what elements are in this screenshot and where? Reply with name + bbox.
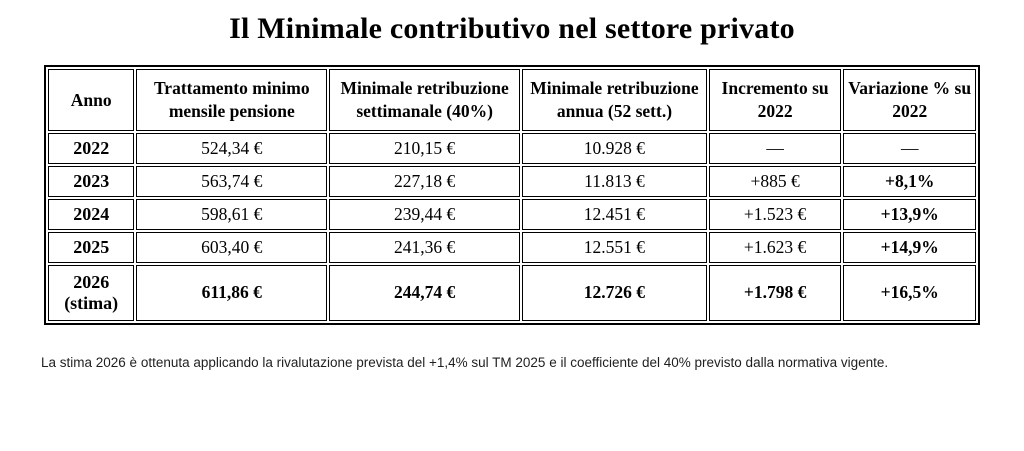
annua-cell: 12.551 € [522, 232, 707, 264]
incremento-cell: +1.623 € [708, 232, 842, 264]
variazione-cell: +14,9% [843, 232, 976, 264]
incremento-cell: — [708, 133, 842, 165]
settimanale-cell: 227,18 € [329, 166, 521, 198]
document-page: Il Minimale contributivo nel settore pri… [0, 12, 1024, 451]
header-row: Anno Trattamento minimo mensile pensione… [48, 69, 976, 132]
variazione-cell: +13,9% [843, 199, 976, 231]
table-row-2023: 2023 563,74 € 227,18 € 11.813 € +885 € +… [48, 166, 976, 198]
year-cell: 2022 [48, 133, 135, 165]
trattamento-cell: 563,74 € [136, 166, 328, 198]
year-cell: 2025 [48, 232, 135, 264]
annua-cell: 12.451 € [522, 199, 707, 231]
incremento-cell: +1.523 € [708, 199, 842, 231]
column-header-retribuzione-annua: Minimale retribuzione annua (52 sett.) [522, 69, 707, 132]
variazione-cell: +16,5% [843, 265, 976, 321]
trattamento-cell: 611,86 € [136, 265, 328, 321]
column-header-incremento: Incremento su 2022 [708, 69, 842, 132]
settimanale-cell: 210,15 € [329, 133, 521, 165]
minimale-contributivo-table: Anno Trattamento minimo mensile pensione… [44, 65, 980, 325]
trattamento-cell: 603,40 € [136, 232, 328, 264]
table-row-2026-stima: 2026 (stima) 611,86 € 244,74 € 12.726 € … [48, 265, 976, 321]
incremento-cell: +885 € [708, 166, 842, 198]
year-cell: 2024 [48, 199, 135, 231]
column-header-retribuzione-settimanale: Minimale retribuzione settimanale (40%) [329, 69, 521, 132]
variazione-cell: — [843, 133, 976, 165]
settimanale-cell: 241,36 € [329, 232, 521, 264]
annua-cell: 11.813 € [522, 166, 707, 198]
annua-cell: 12.726 € [522, 265, 707, 321]
footnote: La stima 2026 è ottenuta applicando la r… [41, 354, 889, 370]
page-title: Il Minimale contributivo nel settore pri… [229, 12, 795, 45]
table-row-2025: 2025 603,40 € 241,36 € 12.551 € +1.623 €… [48, 232, 976, 264]
column-header-anno: Anno [48, 69, 135, 132]
table-row-2022: 2022 524,34 € 210,15 € 10.928 € — — [48, 133, 976, 165]
trattamento-cell: 524,34 € [136, 133, 328, 165]
annua-cell: 10.928 € [522, 133, 707, 165]
table-body: 2022 524,34 € 210,15 € 10.928 € — — 2023… [48, 133, 976, 321]
variazione-cell: +8,1% [843, 166, 976, 198]
year-cell: 2026 (stima) [48, 265, 135, 321]
table-header: Anno Trattamento minimo mensile pensione… [48, 69, 976, 132]
trattamento-cell: 598,61 € [136, 199, 328, 231]
incremento-cell: +1.798 € [708, 265, 842, 321]
settimanale-cell: 244,74 € [329, 265, 521, 321]
settimanale-cell: 239,44 € [329, 199, 521, 231]
column-header-variazione: Variazione % su 2022 [843, 69, 976, 132]
column-header-trattamento-minimo: Trattamento minimo mensile pensione [136, 69, 328, 132]
year-cell: 2023 [48, 166, 135, 198]
table-row-2024: 2024 598,61 € 239,44 € 12.451 € +1.523 €… [48, 199, 976, 231]
